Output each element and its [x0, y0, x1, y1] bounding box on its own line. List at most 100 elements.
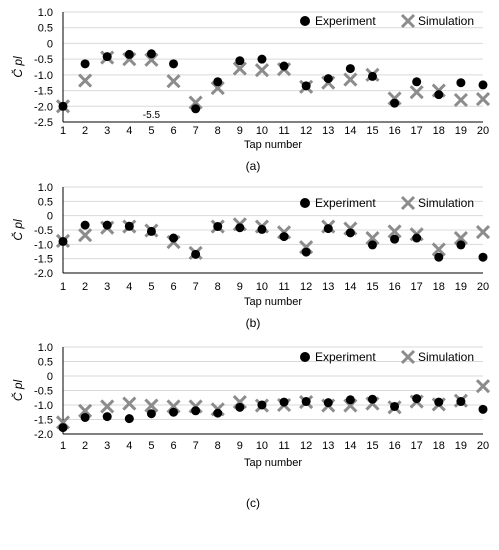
experiment-point — [213, 408, 223, 418]
x-tick-label: 2 — [82, 125, 88, 137]
legend-experiment-marker — [300, 16, 310, 26]
experiment-point — [102, 52, 112, 62]
x-tick-label: 1 — [60, 125, 66, 137]
x-tick-label: 15 — [366, 281, 378, 293]
x-tick-label: 13 — [322, 125, 334, 137]
y-axis-title: C̆ pl — [10, 56, 25, 78]
experiment-point — [213, 222, 223, 232]
experiment-point — [191, 104, 201, 114]
experiment-point — [257, 224, 267, 234]
y-tick-label: -1.0 — [34, 239, 53, 251]
x-tick-label: 3 — [104, 440, 110, 452]
simulation-point — [210, 80, 225, 96]
y-tick-label: -0.5 — [34, 386, 53, 398]
x-tick-label: 17 — [411, 125, 423, 137]
x-tick-label: 3 — [104, 125, 110, 137]
experiment-point — [434, 252, 444, 262]
experiment-point — [301, 81, 311, 91]
x-tick-label: 5 — [148, 125, 154, 137]
legend: Experiment Simulation — [300, 349, 474, 365]
experiment-point — [279, 232, 289, 242]
legend-simulation-label: Simulation — [418, 350, 474, 364]
simulation-point — [78, 228, 93, 243]
experiment-point — [191, 249, 201, 259]
y-tick-label: -1.0 — [34, 400, 53, 412]
experiment-point — [478, 80, 488, 90]
experiment-point — [235, 402, 245, 412]
experiment-point — [169, 233, 179, 243]
experiment-point — [390, 401, 400, 411]
x-tick-label: 12 — [300, 125, 312, 137]
y-tick-label: 0.5 — [38, 23, 53, 35]
experiment-point — [146, 409, 156, 419]
panel-label: (b) — [246, 316, 261, 330]
x-tick-label: 17 — [411, 440, 423, 452]
experiment-point — [412, 77, 422, 87]
legend-simulation-marker — [400, 13, 416, 29]
x-tick-label: 7 — [193, 440, 199, 452]
x-tick-label: 19 — [455, 440, 467, 452]
x-tick-label: 20 — [477, 125, 489, 137]
experiment-point — [257, 54, 267, 64]
x-tick-label: 16 — [388, 440, 400, 452]
experiment-point — [301, 247, 311, 257]
experiment-point — [124, 49, 134, 59]
x-tick-label: 8 — [215, 440, 221, 452]
x-tick-label: 5 — [148, 440, 154, 452]
y-tick-label: 0.5 — [38, 196, 53, 208]
experiment-point — [169, 407, 179, 417]
x-tick-label: 4 — [126, 440, 132, 452]
y-tick-label: -2.0 — [34, 101, 53, 113]
simulation-point — [343, 72, 358, 87]
legend-experiment-label: Experiment — [315, 196, 376, 210]
y-tick-label: -1.0 — [34, 70, 53, 82]
experiment-point — [213, 77, 223, 87]
legend-simulation-label: Simulation — [418, 14, 474, 28]
simulation-point — [475, 379, 491, 394]
legend-simulation-marker — [400, 195, 416, 211]
simulation-point — [122, 396, 137, 411]
legend: Experiment Simulation — [300, 195, 474, 211]
simulation-point — [453, 230, 468, 246]
simulation-point — [365, 230, 380, 246]
x-tick-label: 13 — [322, 281, 334, 293]
experiment-point — [367, 394, 377, 404]
y-tick-label: -1.5 — [34, 86, 53, 98]
x-tick-label: 18 — [433, 440, 445, 452]
x-tick-label: 2 — [82, 440, 88, 452]
x-tick-label: 19 — [455, 125, 467, 137]
x-tick-label: 17 — [411, 281, 423, 293]
experiment-point — [456, 397, 466, 407]
x-tick-label: 20 — [477, 440, 489, 452]
simulation-point — [254, 63, 270, 78]
x-tick-label: 7 — [193, 125, 199, 137]
x-tick-label: 20 — [477, 281, 489, 293]
experiment-point — [367, 71, 377, 81]
x-tick-label: 9 — [237, 281, 243, 293]
x-tick-label: 14 — [344, 281, 356, 293]
x-tick-label: 18 — [433, 125, 445, 137]
panel-label: (c) — [246, 496, 260, 510]
simulation-point — [232, 61, 247, 76]
x-tick-label: 2 — [82, 281, 88, 293]
experiment-point — [412, 233, 422, 243]
x-tick-label: 9 — [237, 125, 243, 137]
experiment-point — [146, 49, 156, 59]
y-tick-label: -0.5 — [34, 54, 53, 66]
x-tick-label: 8 — [215, 125, 221, 137]
chart-panel-3: 1.00.50-0.5-1.0-1.5-2.01 2 3 4 5 6 7 8 9 10 11 12 13… — [10, 342, 491, 510]
x-tick-label: 8 — [215, 281, 221, 293]
experiment-point — [323, 74, 333, 84]
y-tick-label: 1.0 — [38, 7, 53, 19]
y-tick-label: 0 — [47, 38, 53, 50]
y-tick-label: 1.0 — [38, 182, 53, 194]
x-axis-title: Tap number — [244, 296, 302, 308]
x-tick-label: 15 — [366, 440, 378, 452]
experiment-point — [412, 394, 422, 404]
y-tick-label: -2.5 — [34, 117, 53, 129]
y-tick-label: 0 — [47, 371, 53, 383]
x-tick-label: 3 — [104, 281, 110, 293]
experiment-point — [478, 404, 488, 414]
experiment-point — [434, 397, 444, 407]
